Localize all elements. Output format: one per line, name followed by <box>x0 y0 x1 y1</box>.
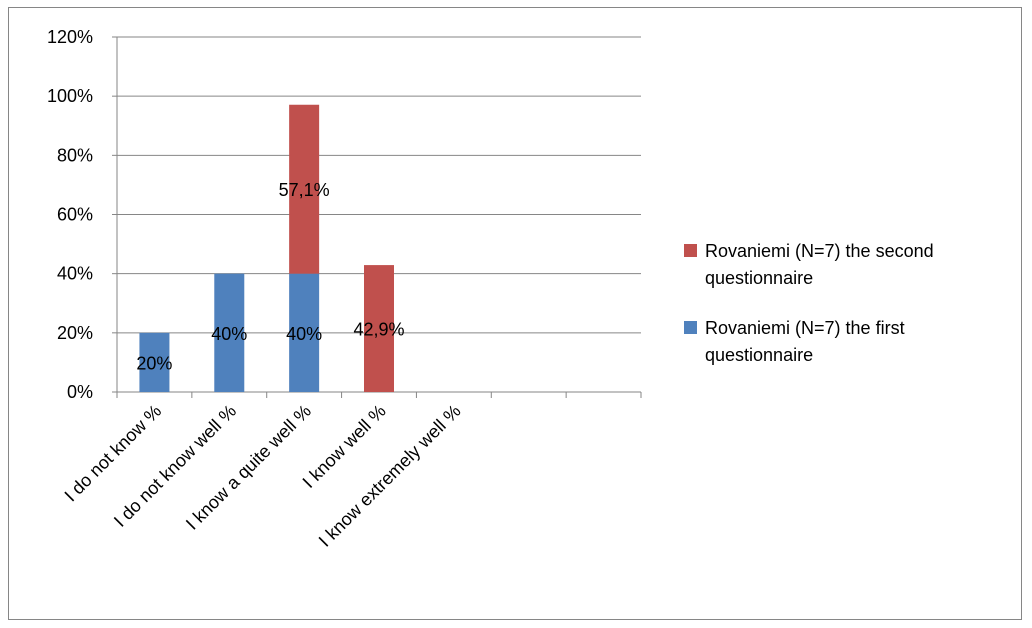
bar-segment <box>364 265 394 392</box>
y-tick-label: 60% <box>57 205 93 225</box>
data-label: 57,1% <box>279 180 330 200</box>
data-label: 40% <box>211 324 247 344</box>
legend-label: Rovaniemi (N=7) the first <box>705 318 905 338</box>
data-label: 40% <box>286 324 322 344</box>
y-tick-label: 120% <box>47 27 93 47</box>
bar-segment <box>139 332 170 392</box>
y-tick-label: 20% <box>57 323 93 343</box>
y-tick-label: 100% <box>47 86 93 106</box>
legend-label: questionnaire <box>705 268 813 288</box>
category-label: I do not know well % <box>110 401 240 531</box>
bar-segment <box>289 104 320 274</box>
chart-frame <box>8 7 1022 620</box>
data-label: 20% <box>136 353 172 373</box>
y-tick-label: 0% <box>67 382 93 402</box>
category-label: I know a quite well % <box>182 401 315 534</box>
legend-swatch <box>684 244 697 257</box>
legend-label: Rovaniemi (N=7) the second <box>705 241 934 261</box>
data-label: 42,9% <box>353 320 404 340</box>
legend-swatch <box>684 321 697 334</box>
category-label: I know extremely well % <box>315 401 465 551</box>
y-tick-label: 40% <box>57 264 93 284</box>
legend-label: questionnaire <box>705 345 813 365</box>
y-tick-label: 80% <box>57 145 93 165</box>
bar-segment <box>214 273 245 392</box>
bar-segment <box>289 273 320 392</box>
